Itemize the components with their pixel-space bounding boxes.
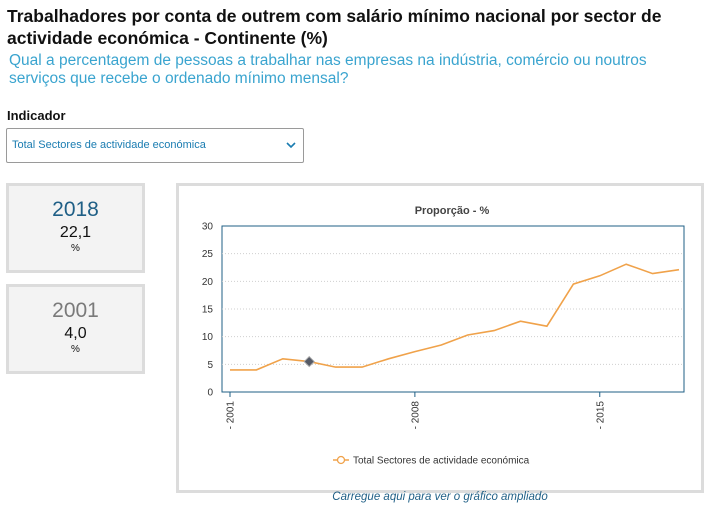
chart-container: Proporção - % 0 5 10 15 20 25 30 - 2001 - 2008 -… [176,183,704,493]
x-tick-label: - 2008 [410,401,421,430]
y-tick-label: 10 [202,332,214,343]
first-value-card: 2001 4,0 % [6,284,145,374]
card-unit: % [71,344,80,355]
card-value: 4,0 [64,325,87,342]
indicator-select[interactable]: Total Sectores de actividade económica [6,128,304,163]
card-value: 22,1 [59,224,92,241]
card-year: 2018 [52,198,99,221]
enlarge-chart-link[interactable]: Carregue aqui para ver o gráfico ampliad… [332,491,548,503]
card-year: 2001 [52,299,99,322]
page-subtitle: Qual a percentagem de pessoas a trabalha… [9,52,647,87]
x-tick-label: - 2015 [595,401,606,430]
latest-value-card: 2018 22,1 % [6,183,145,273]
y-tick-label: 15 [202,305,214,316]
y-tick-label: 25 [202,249,214,260]
legend-label: Total Sectores de actividade económica [353,456,530,467]
y-tick-label: 5 [207,360,213,371]
chart-title: Proporção - % [415,205,490,217]
legend-marker [336,455,346,465]
card-unit: % [71,243,80,254]
page-title: Trabalhadores por conta de outrem com sa… [7,6,662,48]
line-chart: Proporção - % 0 5 10 15 20 25 30 - 2001 - 2008 -… [202,205,685,467]
y-tick-label: 30 [202,222,214,233]
chevron-down-icon [286,142,296,149]
y-tick-label: 0 [207,388,213,399]
indicator-selected-value: Total Sectores de actividade económica [12,139,206,151]
x-tick-label: - 2001 [226,401,237,430]
y-tick-label: 20 [202,277,214,288]
highlight-point [303,355,315,368]
indicator-label: Indicador [7,108,66,123]
